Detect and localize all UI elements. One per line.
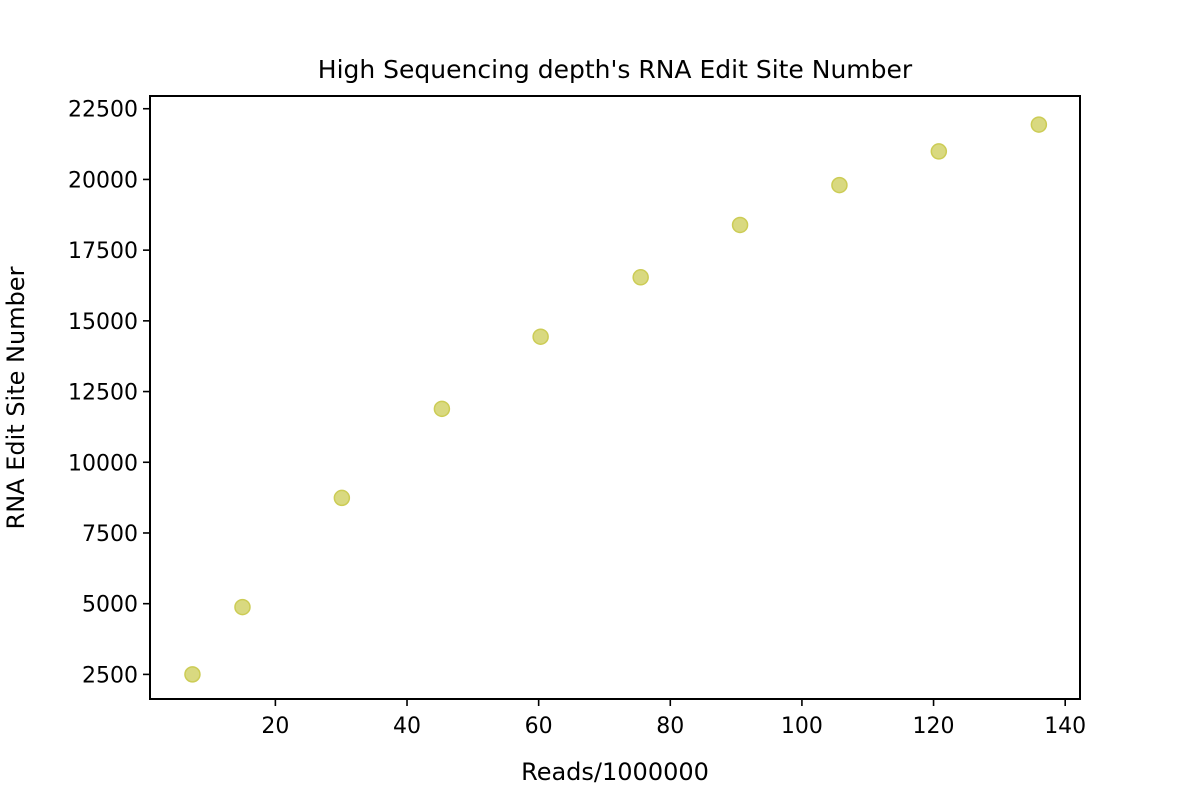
y-tick-label: 5000: [82, 593, 138, 618]
y-tick-label: 10000: [68, 451, 138, 476]
x-tick-label: 80: [656, 714, 684, 739]
y-tick-label: 22500: [68, 98, 138, 123]
data-points: [184, 116, 1048, 683]
data-point-1: [184, 666, 201, 683]
x-tick-label: 60: [525, 714, 553, 739]
data-point-8: [831, 176, 848, 194]
x-axis-ticks: 20 40 60 80 100 120 140: [261, 699, 1086, 739]
x-tick-label: 100: [781, 714, 823, 739]
x-tick-label: 20: [261, 714, 289, 739]
data-point-6: [632, 269, 649, 286]
x-axis-label: Reads/1000000: [521, 758, 709, 786]
y-axis-ticks: 2500 5000 7500 10000 12500 15000 17500 20000 225…: [68, 98, 150, 688]
plot-area-frame: [149, 95, 1081, 700]
x-tick-label: 40: [393, 714, 421, 739]
data-point-5: [532, 328, 549, 345]
y-tick-label: 15000: [68, 310, 138, 335]
x-tick-label: 140: [1044, 714, 1086, 739]
y-tick-label: 7500: [82, 522, 138, 547]
y-tick-label: 12500: [68, 381, 138, 406]
x-tick-label: 120: [913, 714, 955, 739]
data-point-7: [731, 216, 749, 234]
y-axis-label: RNA Edit Site Number: [2, 266, 30, 529]
y-tick-label: 20000: [68, 168, 138, 193]
data-point-10: [1030, 116, 1048, 133]
chart-title: High Sequencing depth's RNA Edit Site Nu…: [318, 55, 913, 84]
data-point-2: [234, 598, 251, 616]
data-point-9: [930, 143, 948, 160]
y-tick-label: 2500: [82, 663, 138, 688]
y-tick-label: 17500: [68, 239, 138, 264]
data-point-3: [333, 489, 351, 507]
data-point-4: [433, 400, 451, 418]
